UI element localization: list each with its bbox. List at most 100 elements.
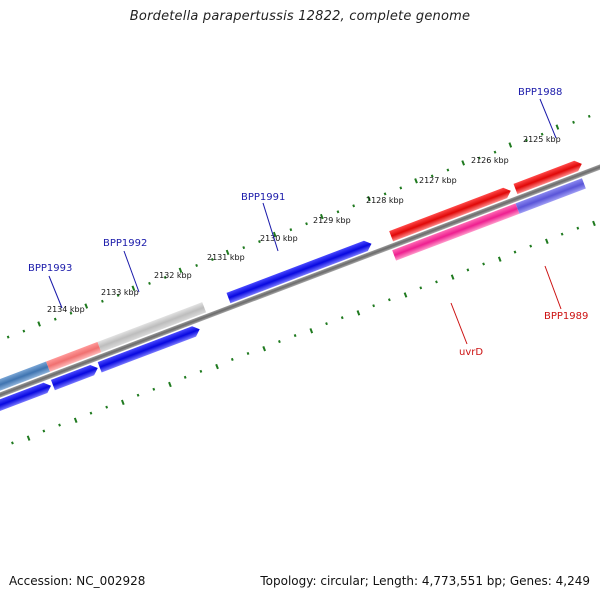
major-tick [225,249,230,256]
tick-label: 2129 kbp [313,216,351,225]
gene-feature[interactable] [515,178,586,214]
minor-tick [387,298,391,302]
tick-label: 2134 kbp [47,305,85,314]
gene-label-bpp1989[interactable]: BPP1989 [544,311,588,322]
tick-label: 2126 kbp [471,156,509,165]
minor-tick [199,369,203,373]
genome-backbone [0,144,600,419]
genome-summary: Topology: circular; Length: 4,773,551 bp… [260,574,590,588]
gene-label-bpp1991[interactable]: BPP1991 [241,192,285,203]
minor-tick [513,250,517,254]
minor-tick [183,375,187,379]
gene-feature[interactable] [513,159,584,195]
map-title: Bordetella parapertussis 12822, complete… [129,9,471,24]
major-tick [414,178,418,184]
minor-tick [383,192,387,196]
gene-feature[interactable] [0,361,50,406]
gene-feature[interactable] [0,381,53,424]
gene-feature[interactable] [226,239,374,304]
minor-tick [293,334,297,338]
leader-line [262,202,279,252]
forward-track [0,159,584,406]
minor-tick [305,222,308,226]
minor-tick [430,174,434,178]
major-tick [319,213,324,220]
tick-label: 2132 kbp [154,271,192,280]
major-tick [131,285,136,291]
minor-tick [540,132,544,136]
minor-tick [399,186,403,190]
minor-tick [105,405,109,409]
minor-tick [195,263,199,268]
minor-tick [435,280,438,284]
gene-feature[interactable] [46,341,102,372]
gene-label-bpp1993[interactable]: BPP1993 [28,263,72,274]
minor-tick [163,275,167,279]
minor-tick [289,228,293,232]
gene-feature[interactable] [97,324,202,373]
major-tick [120,399,125,406]
major-tick [497,256,502,262]
major-tick [84,303,89,309]
leader-line [450,302,468,345]
minor-tick [419,286,423,290]
leader-line [123,250,140,293]
major-tick [272,231,277,238]
minor-tick [58,423,61,427]
minor-tick [136,393,140,397]
minor-tick [22,329,26,333]
scale-ticks-inner [11,220,596,445]
major-tick [215,363,219,370]
tick-label: 2128 kbp [366,196,404,205]
gene-label-uvrd[interactable]: uvrD [459,347,483,358]
minor-tick [230,357,234,361]
minor-tick [325,322,328,326]
minor-tick [148,281,151,285]
major-tick [545,238,549,244]
minor-tick [336,210,340,214]
minor-tick [278,340,281,344]
gene-feature[interactable] [50,363,100,391]
minor-tick [101,299,104,303]
minor-tick [372,304,376,308]
major-tick [403,292,408,298]
tick-label: 2133 kbp [101,288,139,297]
minor-tick [587,114,591,118]
minor-tick [53,317,57,321]
minor-tick [246,351,250,355]
minor-tick [482,262,485,266]
major-tick [178,267,183,273]
minor-tick [242,246,246,250]
tick-label: 2125 kbp [523,135,561,144]
gene-feature[interactable] [389,186,513,242]
leader-line [544,265,562,310]
minor-tick [529,244,533,248]
major-tick [461,160,465,166]
scale-ticks-outer [6,114,591,339]
major-tick [508,142,513,148]
minor-tick [340,316,344,320]
major-tick [555,124,560,130]
minor-tick [477,156,481,160]
leader-line [539,98,557,139]
gene-labels: BPP1988 BPP1991 BPP1992 BPP1993 BPP1989 … [28,87,588,358]
minor-tick [466,268,470,272]
gene-feature[interactable] [392,203,520,261]
major-tick [262,345,266,352]
gene-label-bpp1992[interactable]: BPP1992 [103,238,147,249]
gene-label-bpp1988[interactable]: BPP1988 [518,87,562,98]
major-tick [26,435,31,441]
minor-tick [493,150,497,154]
minor-tick [11,441,14,445]
minor-tick [446,168,450,172]
tick-label: 2127 kbp [419,176,457,185]
minor-tick [6,335,10,339]
reverse-track [0,178,586,424]
tick-label: 2131 kbp [207,253,245,262]
minor-tick [560,232,564,236]
scale-labels: 2125 kbp 2126 kbp 2127 kbp 2128 kbp 2129… [47,135,561,314]
major-tick [592,220,596,227]
major-tick [168,381,172,388]
gene-feature[interactable] [97,302,207,353]
minor-tick [210,257,214,262]
